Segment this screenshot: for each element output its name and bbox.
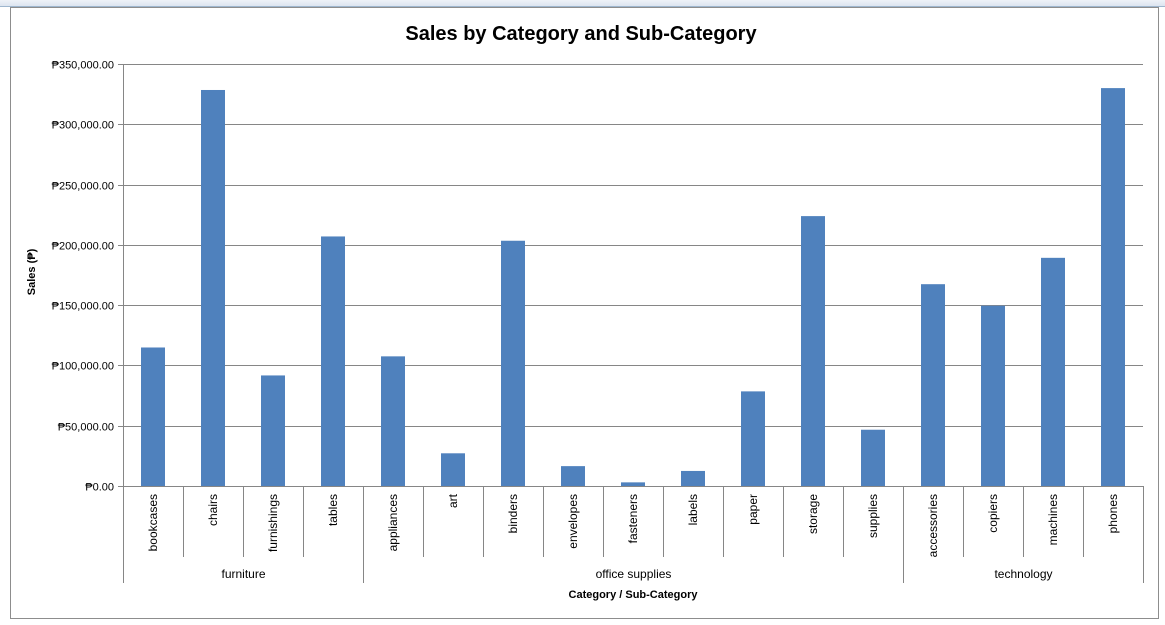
y-tick-label: ₱300,000.00	[52, 120, 114, 132]
bar-labels[interactable]	[681, 470, 705, 486]
bar-tables[interactable]	[321, 236, 345, 486]
chart-area[interactable]: Sales by Category and Sub-Category ₱0.00…	[10, 7, 1159, 619]
x-tick-label: paper	[746, 494, 760, 525]
y-tick-label: ₱200,000.00	[52, 241, 114, 253]
group-label-office-supplies: office supplies	[596, 567, 672, 581]
x-tick-label: furnishings	[266, 494, 280, 552]
bar-chart: Sales by Category and Sub-Category ₱0.00…	[26, 23, 1144, 601]
bar-accessories[interactable]	[921, 284, 945, 486]
x-tick-label: bookcases	[146, 494, 160, 551]
group-label-furniture: furniture	[221, 567, 265, 581]
x-tick-label: binders	[506, 494, 520, 533]
axis-lines	[123, 64, 1144, 583]
x-tick-label: fasteners	[626, 494, 640, 543]
x-axis-group-labels: furniture office supplies technology	[221, 567, 1052, 581]
bar-fasteners[interactable]	[621, 482, 645, 486]
x-tick-label: machines	[1046, 494, 1060, 545]
x-tick-label: storage	[806, 494, 820, 534]
column-header-strip	[0, 0, 1165, 7]
x-tick-label: copiers	[986, 494, 1000, 533]
y-axis-title: Sales (₱)	[26, 248, 38, 295]
group-label-technology: technology	[994, 567, 1052, 581]
bar-storage[interactable]	[801, 216, 825, 486]
bar-phones[interactable]	[1101, 88, 1125, 486]
y-axis-tick-labels: ₱0.00 ₱50,000.00 ₱100,000.00 ₱150,000.00 ₱20…	[52, 60, 114, 494]
bar-binders[interactable]	[501, 240, 525, 486]
gridlines	[118, 64, 1143, 487]
bar-bookcases[interactable]	[141, 347, 165, 486]
bar-copiers[interactable]	[981, 305, 1005, 486]
bar-paper[interactable]	[741, 391, 765, 486]
chart-title: Sales by Category and Sub-Category	[405, 23, 757, 45]
y-tick-label: ₱350,000.00	[52, 60, 114, 72]
bar-machines[interactable]	[1041, 257, 1065, 486]
x-tick-label: art	[446, 493, 460, 508]
bar-envelopes[interactable]	[561, 466, 585, 486]
bar-chairs[interactable]	[201, 89, 225, 486]
x-axis-title: Category / Sub-Category	[569, 589, 699, 601]
x-tick-label: appliances	[386, 494, 400, 551]
x-axis-category-labels: bookcases chairs furnishings tables applianc…	[146, 493, 1120, 557]
y-tick-label: ₱0.00	[85, 482, 114, 494]
x-tick-label: accessories	[926, 494, 940, 557]
x-tick-label: envelopes	[566, 494, 580, 549]
x-tick-label: phones	[1106, 494, 1120, 533]
x-tick-label: tables	[326, 494, 340, 526]
y-tick-label: ₱250,000.00	[52, 181, 114, 193]
bar-art[interactable]	[441, 453, 465, 486]
y-tick-label: ₱50,000.00	[58, 422, 114, 434]
bar-supplies[interactable]	[861, 429, 885, 486]
x-tick-label: supplies	[866, 494, 880, 538]
bars	[141, 88, 1125, 486]
x-tick-label: labels	[686, 494, 700, 525]
y-tick-label: ₱100,000.00	[52, 361, 114, 373]
bar-furnishings[interactable]	[261, 375, 285, 486]
bar-appliances[interactable]	[381, 356, 405, 486]
x-tick-label: chairs	[206, 494, 220, 526]
y-tick-label: ₱150,000.00	[52, 301, 114, 313]
